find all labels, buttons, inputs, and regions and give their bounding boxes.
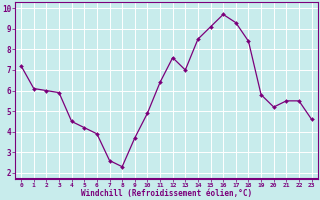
X-axis label: Windchill (Refroidissement éolien,°C): Windchill (Refroidissement éolien,°C) [81, 189, 252, 198]
